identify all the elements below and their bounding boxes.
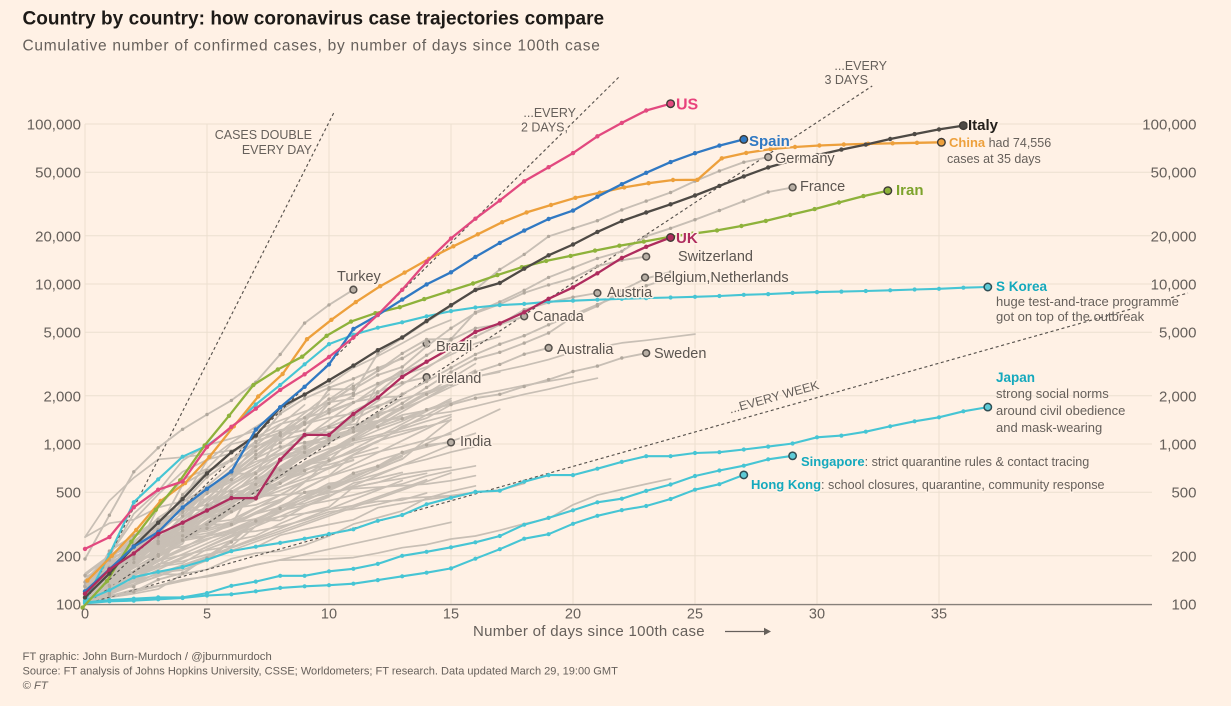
svg-text:Japan: Japan — [996, 370, 1035, 385]
svg-text:Country by country: how corona: Country by country: how coronavirus case… — [23, 9, 605, 30]
svg-text:5,000: 5,000 — [43, 325, 81, 342]
svg-text:cases at 35 days: cases at 35 days — [947, 152, 1041, 166]
svg-text:35: 35 — [931, 607, 947, 623]
svg-text:1,000: 1,000 — [1159, 437, 1197, 454]
svg-text:Germany: Germany — [775, 151, 835, 167]
svg-text:Iran: Iran — [896, 182, 924, 199]
svg-text:EVERY DAY: EVERY DAY — [242, 143, 313, 157]
svg-text:S Korea: S Korea — [996, 279, 1048, 294]
svg-text:200: 200 — [56, 548, 81, 565]
svg-text:200: 200 — [1171, 548, 1196, 565]
svg-text:15: 15 — [443, 607, 459, 623]
svg-text:Hong Kong: school closures, qu: Hong Kong: school closures, quarantine, … — [751, 477, 1105, 492]
svg-text:30: 30 — [809, 607, 825, 623]
svg-text:and mask-wearing: and mask-wearing — [996, 420, 1102, 435]
svg-text:UK: UK — [676, 230, 698, 247]
svg-text:India: India — [460, 434, 492, 450]
svg-text:50,000: 50,000 — [1151, 165, 1197, 182]
svg-text:Cumulative number of confirmed: Cumulative number of confirmed cases, by… — [23, 38, 601, 55]
svg-text:100,000: 100,000 — [1142, 117, 1196, 134]
svg-text:20: 20 — [565, 607, 581, 623]
svg-text:China had 74,556: China had 74,556 — [949, 135, 1051, 150]
svg-text:0: 0 — [81, 607, 89, 623]
svg-text:100,000: 100,000 — [27, 117, 81, 134]
svg-text:5,000: 5,000 — [1159, 325, 1197, 342]
svg-text:© FT: © FT — [23, 680, 49, 692]
svg-text:...EVERY: ...EVERY — [834, 59, 887, 73]
svg-text:US: US — [676, 97, 699, 114]
svg-text:20,000: 20,000 — [1151, 228, 1197, 245]
svg-text:10: 10 — [321, 607, 337, 623]
svg-text:...EVERY: ...EVERY — [523, 106, 576, 120]
svg-text:25: 25 — [687, 607, 703, 623]
svg-text:Brazil: Brazil — [436, 339, 472, 355]
svg-text:huge test-and-trace programme: huge test-and-trace programme — [996, 294, 1179, 309]
svg-text:10,000: 10,000 — [1151, 277, 1197, 294]
svg-text:Sweden: Sweden — [654, 346, 706, 362]
svg-text:CASES DOUBLE: CASES DOUBLE — [215, 128, 312, 142]
svg-text:Ireland: Ireland — [437, 371, 481, 387]
svg-text:10,000: 10,000 — [35, 277, 81, 294]
svg-text:Italy: Italy — [968, 117, 999, 134]
svg-text:France: France — [800, 179, 845, 195]
svg-text:500: 500 — [1171, 485, 1196, 502]
svg-text:2,000: 2,000 — [1159, 388, 1197, 405]
svg-text:Number of days since 100th cas: Number of days since 100th case — [473, 623, 705, 640]
svg-text:Singapore: strict quarantine r: Singapore: strict quarantine rules & con… — [801, 454, 1089, 469]
svg-text:Canada: Canada — [533, 309, 585, 325]
svg-text:Source: FT analysis of Johns H: Source: FT analysis of Johns Hopkins Uni… — [23, 666, 619, 678]
svg-text:FT graphic: John Burn-Murdoch: FT graphic: John Burn-Murdoch / @jburnmu… — [23, 651, 272, 663]
svg-text:strong social norms: strong social norms — [996, 386, 1109, 401]
svg-text:5: 5 — [203, 607, 211, 623]
svg-text:Turkey: Turkey — [337, 269, 382, 285]
svg-text:100: 100 — [1171, 597, 1196, 614]
svg-text:50,000: 50,000 — [35, 165, 81, 182]
svg-text:20,000: 20,000 — [35, 228, 81, 245]
svg-text:got on top of the outbreak: got on top of the outbreak — [996, 309, 1145, 324]
svg-text:Spain: Spain — [749, 133, 790, 150]
svg-text:1,000: 1,000 — [43, 437, 81, 454]
svg-text:Switzerland: Switzerland — [678, 249, 753, 265]
svg-text:2 DAYS,: 2 DAYS, — [521, 121, 568, 135]
svg-text:100: 100 — [56, 597, 81, 614]
svg-text:Belgium,Netherlands: Belgium,Netherlands — [654, 270, 789, 286]
svg-text:2,000: 2,000 — [43, 388, 81, 405]
svg-text:500: 500 — [56, 485, 81, 502]
svg-text:Australia: Australia — [557, 342, 614, 358]
svg-text:Austria: Austria — [607, 285, 653, 301]
svg-text:3 DAYS: 3 DAYS — [824, 73, 868, 87]
svg-text:around civil obedience: around civil obedience — [996, 403, 1125, 418]
